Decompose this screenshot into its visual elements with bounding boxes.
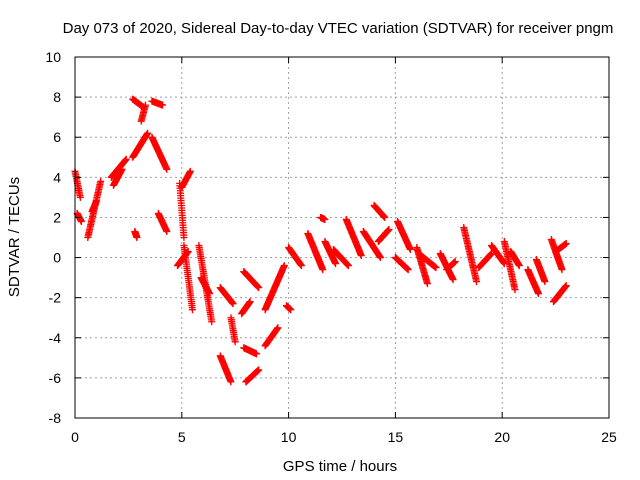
data-point	[376, 254, 384, 262]
y-tick-label: -4	[49, 330, 62, 346]
data-point	[231, 338, 239, 346]
data-point	[321, 215, 329, 223]
y-tick-label: 0	[53, 250, 61, 266]
axis-ticks: 0 5 10 15 20 25 -8 -6 -4 -2 0 2 4 6 8 10	[45, 49, 617, 445]
data-point	[406, 246, 414, 254]
y-tick-label: 4	[53, 169, 61, 185]
data-point	[180, 234, 188, 241]
data-point	[188, 306, 196, 314]
data-point	[562, 282, 570, 290]
data-point	[297, 262, 305, 270]
data-point	[344, 262, 352, 270]
y-tick-label: 6	[53, 129, 61, 145]
data-point	[255, 284, 263, 292]
data-point	[163, 227, 171, 235]
x-tick-label: 15	[388, 429, 404, 445]
data-point	[332, 260, 340, 268]
data-point	[159, 101, 167, 109]
data-point	[133, 234, 141, 241]
y-tick-label: -6	[49, 370, 62, 386]
data-point	[562, 240, 570, 248]
grid-lines	[75, 57, 609, 418]
data-point	[122, 155, 130, 163]
y-axis-label: SDTVAR / TECUs	[6, 177, 23, 297]
data-point	[287, 306, 295, 314]
data-point	[357, 252, 365, 260]
data-point	[206, 290, 214, 298]
x-tick-label: 5	[178, 429, 186, 445]
data-point	[423, 280, 431, 288]
data-point	[141, 101, 149, 109]
data-point	[381, 213, 389, 221]
data-point	[451, 258, 459, 266]
data-point	[319, 266, 327, 274]
y-tick-label: 8	[53, 89, 61, 105]
x-tick-label: 25	[601, 429, 617, 445]
x-axis-label: GPS time / hours	[283, 458, 397, 475]
data-point	[144, 129, 152, 137]
data-point	[92, 197, 100, 205]
data-point	[97, 177, 105, 185]
data-point	[385, 225, 393, 233]
y-tick-label: -8	[49, 410, 62, 426]
data-point	[558, 266, 566, 274]
x-tick-label: 10	[281, 429, 297, 445]
data-point	[515, 262, 523, 270]
data-points	[71, 95, 570, 386]
data-point	[404, 266, 412, 274]
data-point	[535, 290, 543, 298]
data-point	[77, 217, 85, 225]
x-tick-label: 0	[71, 429, 79, 445]
y-tick-label: 10	[45, 49, 61, 65]
data-point	[76, 193, 84, 201]
plot-frame	[74, 56, 610, 419]
data-point	[274, 324, 282, 332]
data-point	[473, 278, 481, 286]
y-tick-label: 2	[53, 209, 61, 225]
data-point	[253, 350, 261, 358]
x-tick-label: 20	[494, 429, 510, 445]
data-point	[208, 318, 216, 326]
y-tick-label: -2	[49, 290, 62, 306]
data-point	[449, 276, 457, 284]
data-point	[118, 165, 126, 173]
data-point	[163, 165, 171, 173]
chart-title: Day 073 of 2020, Sidereal Day-to-day VTE…	[63, 20, 614, 37]
data-point	[246, 298, 254, 306]
data-point	[511, 286, 519, 294]
data-point	[541, 278, 549, 286]
data-point	[255, 366, 263, 374]
data-point	[229, 300, 237, 308]
data-point	[227, 378, 235, 386]
data-point	[432, 264, 440, 272]
data-point	[186, 167, 194, 175]
data-point	[280, 262, 288, 270]
